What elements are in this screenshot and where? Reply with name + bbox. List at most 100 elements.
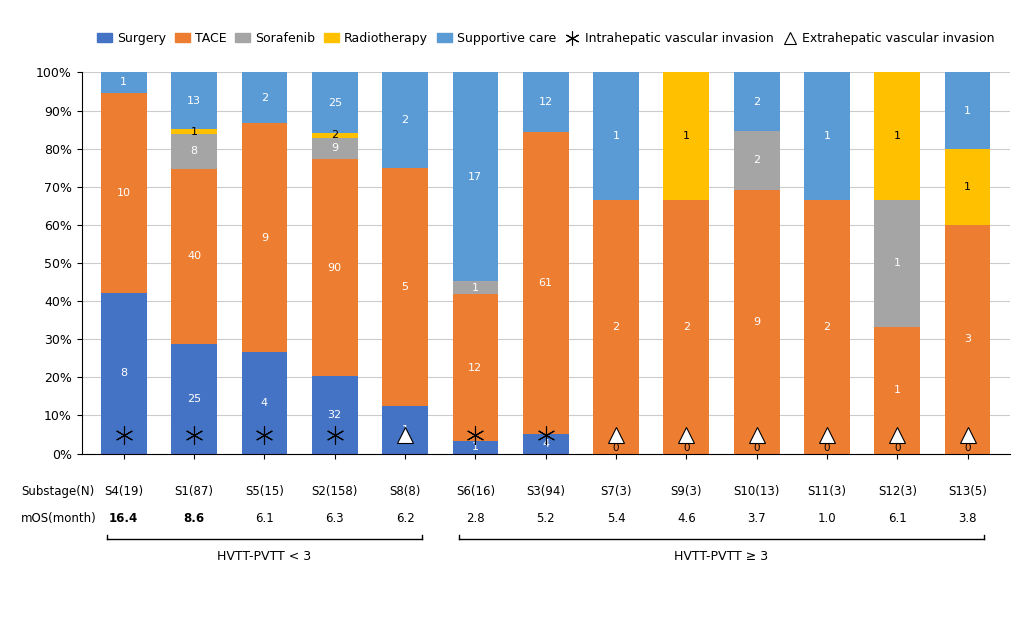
- Text: HVTT-PVTT < 3: HVTT-PVTT < 3: [217, 550, 311, 563]
- Bar: [944, 225, 989, 454]
- Text: 1: 1: [822, 131, 829, 141]
- Text: 13: 13: [186, 96, 201, 106]
- Text: 40: 40: [186, 251, 201, 261]
- Text: 1: 1: [120, 77, 127, 88]
- Text: 8.6: 8.6: [183, 512, 205, 525]
- Text: 9: 9: [331, 144, 338, 154]
- Text: 1: 1: [893, 385, 900, 395]
- Text: S12(3): S12(3): [877, 485, 916, 498]
- Text: S8(8): S8(8): [389, 485, 421, 498]
- Bar: [171, 129, 217, 134]
- Text: 3: 3: [963, 335, 970, 344]
- Text: S13(5): S13(5): [948, 485, 986, 498]
- Text: 2: 2: [752, 156, 759, 166]
- Text: 4.6: 4.6: [677, 512, 695, 525]
- Bar: [382, 72, 428, 168]
- Text: 5: 5: [401, 282, 409, 292]
- Bar: [523, 434, 568, 454]
- Text: S5(15): S5(15): [245, 485, 283, 498]
- Text: 3.8: 3.8: [958, 512, 976, 525]
- Text: 0: 0: [753, 443, 759, 453]
- Text: Substage(N): Substage(N): [21, 485, 95, 498]
- Bar: [171, 72, 217, 129]
- Bar: [171, 169, 217, 344]
- Bar: [593, 200, 638, 454]
- Text: S1(87): S1(87): [174, 485, 213, 498]
- Bar: [873, 72, 919, 200]
- Bar: [662, 200, 708, 454]
- Text: 0: 0: [683, 443, 689, 453]
- Text: 2: 2: [331, 130, 338, 140]
- Bar: [242, 72, 287, 123]
- Text: 9: 9: [752, 317, 759, 327]
- Bar: [523, 132, 568, 434]
- Text: 0: 0: [823, 443, 829, 453]
- Bar: [101, 93, 147, 293]
- Text: HVTT-PVTT ≥ 3: HVTT-PVTT ≥ 3: [674, 550, 767, 563]
- Text: S4(19): S4(19): [104, 485, 144, 498]
- Bar: [382, 168, 428, 406]
- Text: 12: 12: [538, 97, 552, 107]
- Text: S9(3): S9(3): [669, 485, 701, 498]
- Bar: [242, 352, 287, 454]
- Text: 6.1: 6.1: [255, 512, 273, 525]
- Text: 0: 0: [894, 443, 900, 453]
- Text: 0: 0: [963, 443, 970, 453]
- Text: 1: 1: [963, 106, 970, 115]
- Bar: [593, 72, 638, 200]
- Bar: [523, 72, 568, 132]
- Bar: [312, 376, 358, 454]
- Text: 25: 25: [327, 98, 341, 108]
- Bar: [312, 137, 358, 159]
- Bar: [452, 282, 497, 294]
- Bar: [803, 200, 849, 454]
- Text: 1: 1: [472, 283, 478, 292]
- Text: 17: 17: [468, 172, 482, 182]
- Text: 4: 4: [261, 398, 268, 408]
- Text: 61: 61: [538, 278, 552, 288]
- Text: 1: 1: [963, 182, 970, 192]
- Text: 6.3: 6.3: [325, 512, 343, 525]
- Text: S11(3): S11(3): [807, 485, 846, 498]
- Bar: [733, 131, 779, 190]
- Text: S3(94): S3(94): [526, 485, 565, 498]
- Text: 5.4: 5.4: [606, 512, 625, 525]
- Bar: [733, 72, 779, 131]
- Bar: [662, 72, 708, 200]
- Text: 90: 90: [327, 263, 341, 273]
- Bar: [382, 406, 428, 454]
- Bar: [803, 72, 849, 200]
- Text: 1: 1: [472, 442, 478, 452]
- Bar: [452, 441, 497, 454]
- Text: S2(158): S2(158): [311, 485, 358, 498]
- Bar: [312, 133, 358, 137]
- Text: 2: 2: [752, 97, 759, 106]
- Bar: [101, 293, 147, 454]
- Text: S10(13): S10(13): [733, 485, 780, 498]
- Text: 1: 1: [401, 425, 409, 435]
- Text: 1.0: 1.0: [817, 512, 836, 525]
- Text: 1: 1: [191, 127, 198, 137]
- Bar: [873, 200, 919, 326]
- Bar: [312, 159, 358, 376]
- Text: 16.4: 16.4: [109, 512, 139, 525]
- Bar: [944, 149, 989, 225]
- Bar: [312, 72, 358, 133]
- Text: 1: 1: [682, 131, 689, 141]
- Text: 5.2: 5.2: [536, 512, 554, 525]
- Bar: [733, 190, 779, 454]
- Text: 25: 25: [186, 394, 201, 404]
- Text: 4: 4: [542, 438, 548, 449]
- Text: 1: 1: [893, 131, 900, 141]
- Text: 2: 2: [401, 115, 409, 125]
- Bar: [101, 72, 147, 93]
- Text: 8: 8: [191, 146, 198, 156]
- Bar: [944, 72, 989, 149]
- Text: 1: 1: [893, 258, 900, 268]
- Legend: Surgery, TACE, Sorafenib, Radiotherapy, Supportive care, Intrahepatic vascular i: Surgery, TACE, Sorafenib, Radiotherapy, …: [92, 27, 999, 50]
- Text: 2: 2: [682, 321, 689, 331]
- Bar: [452, 72, 497, 282]
- Text: 2: 2: [611, 321, 619, 331]
- Text: 6.1: 6.1: [888, 512, 906, 525]
- Text: 0: 0: [612, 443, 619, 453]
